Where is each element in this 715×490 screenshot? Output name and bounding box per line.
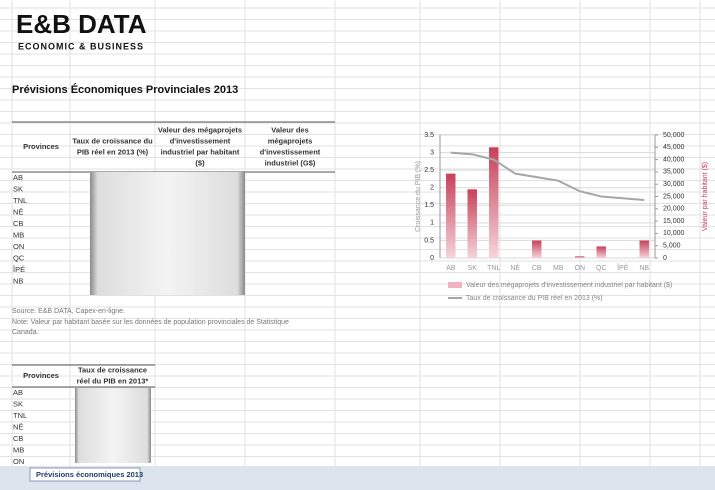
header-cell: industriel par habitant	[161, 147, 240, 156]
header-cell: d'investissement	[260, 147, 321, 156]
y-axis-title: Croissance du PIB (%)	[415, 161, 422, 232]
header-cell: Valeur des mégaprojets	[158, 125, 242, 134]
header-cell: mégaprojets	[268, 136, 313, 145]
row-label: ON	[13, 457, 24, 466]
bar	[467, 189, 477, 258]
x-tick-label: SK	[468, 265, 478, 272]
y2-tick-label: 35,000	[663, 169, 685, 176]
row-label: CB	[13, 434, 23, 443]
bar	[446, 173, 456, 258]
chart: 0 0.5 1 1.5 2 2.5 3 3.5 0 5,000 10,000 15,000 20,000…	[415, 132, 709, 302]
x-tick-label: CB	[532, 265, 542, 272]
legend-swatch	[448, 282, 462, 288]
y2-tick-label: 25,000	[663, 193, 685, 200]
row-label: TNL	[13, 411, 27, 420]
row-label: NÉ	[13, 422, 23, 431]
header-cell: Taux de croissance	[78, 365, 147, 374]
row-label: AB	[13, 173, 23, 182]
note-line: Note: Valeur par habitant basée sur les …	[12, 319, 289, 326]
header-cell: d'investissement	[170, 136, 231, 145]
x-tick-label: MB	[553, 265, 564, 272]
x-tick-label: TNL	[487, 265, 500, 272]
x-tick-label: AB	[446, 265, 456, 272]
y2-axis-title: Valeur par habitant ($)	[702, 162, 709, 231]
note-line: Canada.	[12, 329, 39, 336]
x-tick-label: QC	[596, 265, 607, 272]
x-tick-label: ÎPÉ	[616, 263, 629, 272]
y-tick-label: 0	[430, 255, 434, 262]
row-label: MB	[13, 230, 24, 239]
y-tick-label: 3.5	[424, 132, 434, 139]
row-label: MB	[13, 445, 24, 454]
bar	[639, 240, 649, 258]
y2-tick-label: 45,000	[663, 144, 685, 151]
cell-grid	[0, 0, 715, 466]
bar	[489, 147, 499, 258]
x-tick-label: ON	[575, 265, 586, 272]
x-tick-label: NB	[639, 265, 649, 272]
legend-label: Taux de croissance du PIB réel en 2013 (…	[466, 295, 603, 302]
y2-tick-label: 15,000	[663, 218, 685, 225]
sheet-tab-label[interactable]: Prévisions économiques 2013	[36, 470, 143, 479]
table-2: Provinces Taux de croissance réel du PIB e…	[12, 364, 155, 466]
row-label: NB	[13, 276, 23, 285]
y2-tick-label: 20,000	[663, 206, 685, 213]
row-label: CB	[13, 219, 23, 228]
logo-brand: E&B DATA	[16, 9, 147, 39]
sheet-tab[interactable]	[29, 467, 141, 482]
row-label: ON	[13, 242, 24, 251]
header-cell: Taux de croissance du	[72, 136, 153, 145]
header-cell: PIB réel en 2013 (%)	[77, 147, 149, 156]
bar	[575, 256, 585, 258]
y-tick-label: 2	[430, 185, 434, 192]
y-tick-label: 1	[430, 220, 434, 227]
row-label: NÉ	[13, 207, 23, 216]
legend-label: Valeur des mégaprojets d'investissement …	[466, 282, 672, 289]
y2-tick-label: 5,000	[663, 243, 681, 250]
header-cell: ($)	[195, 158, 205, 167]
y-tick-label: 2.5	[424, 167, 434, 174]
row-label: QC	[13, 253, 25, 262]
header-cell: industriel (G$)	[265, 158, 316, 167]
row-label: AB	[13, 388, 23, 397]
row-label: TNL	[13, 196, 27, 205]
y2-tick-label: 10,000	[663, 230, 685, 237]
bar	[532, 240, 542, 258]
y2-tick-label: 50,000	[663, 132, 685, 139]
logo-tagline: ECONOMIC & BUSINESS	[18, 41, 144, 51]
y2-tick-label: 40,000	[663, 156, 685, 163]
y2-tick-label: 30,000	[663, 181, 685, 188]
sheet-title: Prévisions Économiques Provinciales 2013	[12, 83, 238, 96]
table-1: Provinces Taux de croissance du PIB réel e…	[12, 121, 335, 285]
image-placeholder	[90, 172, 245, 295]
header-cell: réel du PIB en 2013*	[77, 376, 149, 385]
bar	[596, 246, 606, 258]
x-tick-label: NÉ	[510, 263, 520, 272]
header-cell: Valeur des	[271, 125, 309, 134]
header-cell: Provinces	[23, 142, 59, 151]
source: Source: E&B DATA, Capex-en-ligne.	[12, 308, 125, 315]
row-label: ÎPÉ	[12, 265, 25, 274]
row-label: SK	[13, 399, 23, 408]
y-tick-label: 0.5	[424, 237, 434, 244]
row-label: SK	[13, 184, 23, 193]
header-cell: Provinces	[23, 371, 59, 380]
y-tick-label: 1.5	[424, 202, 434, 209]
y-tick-label: 3	[430, 149, 434, 156]
y2-tick-label: 0	[663, 255, 667, 262]
line	[450, 151, 645, 202]
image-placeholder	[75, 388, 151, 463]
